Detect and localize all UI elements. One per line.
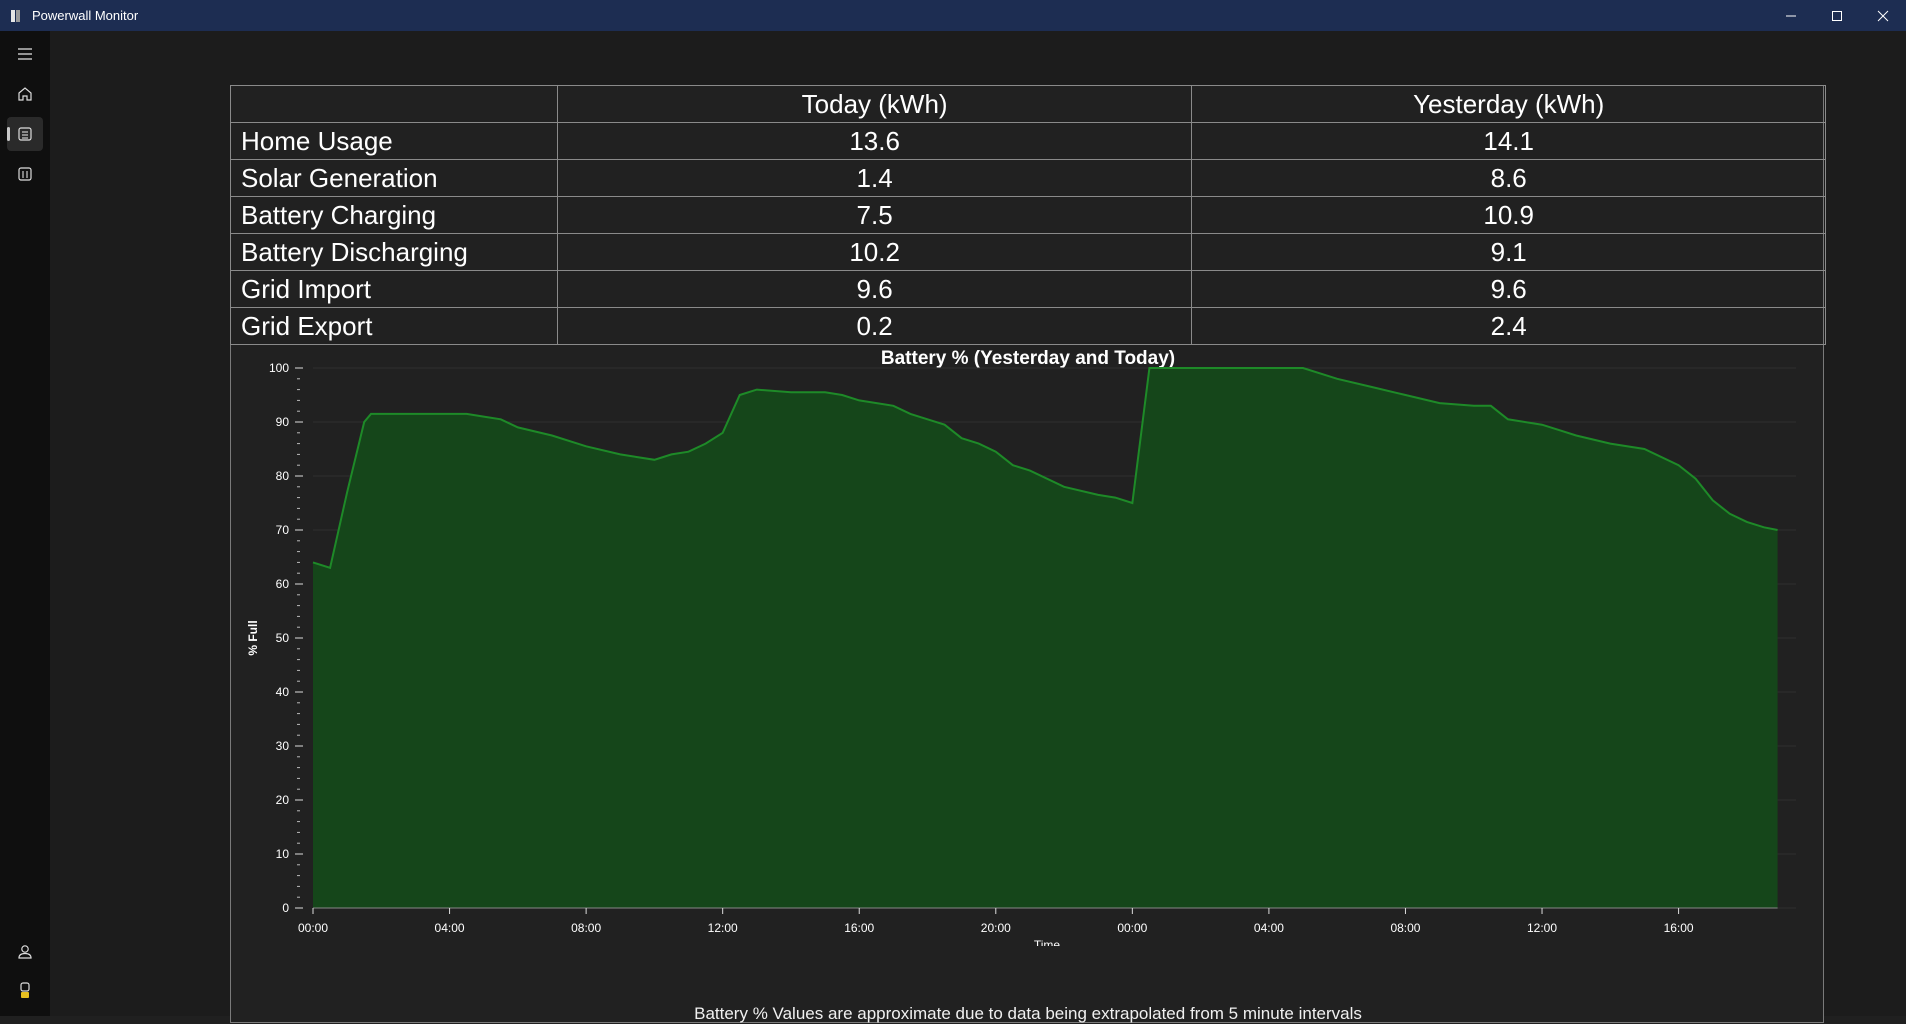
account-icon [18,945,32,959]
table-row: Solar Generation 1.4 8.6 [230,159,1826,197]
yesterday-value: 2.4 [1191,307,1826,345]
minimize-icon [1786,15,1796,16]
summary-icon [18,127,32,141]
column-header-today: Today (kWh) [556,85,1193,123]
yesterday-value: 10.9 [1191,196,1826,234]
battery-chart-container: Battery % (Yesterday and Today) 0 10 20 30 40… [231,346,1825,952]
table-row: Grid Export 0.2 2.4 [230,307,1826,345]
x-tick-label: 04:00 [1254,921,1284,935]
x-tick-label: 00:00 [298,921,328,935]
x-tick-label: 12:00 [1527,921,1557,935]
column-header-yesterday: Yesterday (kWh) [1191,85,1826,123]
yesterday-value: 8.6 [1191,159,1826,197]
y-tick-label: 0 [282,901,289,915]
y-tick-label: 40 [276,685,290,699]
nav-sidebar [0,31,50,1016]
row-label: Grid Export [230,307,558,345]
nav-item-account[interactable] [7,935,43,969]
x-tick-label: 16:00 [844,921,874,935]
calendar-icon [18,167,32,181]
x-tick-label: 16:00 [1664,921,1694,935]
x-tick-label: 04:00 [435,921,465,935]
summary-panel: Today (kWh) Yesterday (kWh) Home Usage 1… [230,85,1826,1023]
x-tick-label: 12:00 [708,921,738,935]
settings-icon [20,982,30,998]
title-bar: Powerwall Monitor [0,0,1906,31]
table-row: Home Usage 13.6 14.1 [230,122,1826,160]
yesterday-value: 14.1 [1191,122,1826,160]
table-header-row: Today (kWh) Yesterday (kWh) [230,85,1826,123]
row-label: Battery Charging [230,196,558,234]
today-value: 10.2 [556,233,1193,271]
row-label: Home Usage [230,122,558,160]
nav-item-calendar[interactable] [7,157,43,191]
column-header-label [230,85,558,123]
y-tick-label: 100 [269,361,289,375]
yesterday-value: 9.6 [1191,270,1826,308]
y-tick-label: 30 [276,739,290,753]
hamburger-menu-icon [18,48,32,60]
window-title: Powerwall Monitor [32,8,139,23]
y-tick-label: 80 [276,469,290,483]
energy-summary-table: Today (kWh) Yesterday (kWh) Home Usage 1… [230,85,1826,345]
y-tick-label: 60 [276,577,290,591]
today-value: 7.5 [556,196,1193,234]
close-icon [1877,10,1889,21]
yesterday-value: 9.1 [1191,233,1826,271]
today-value: 1.4 [556,159,1193,197]
battery-area-fill [313,368,1778,908]
nav-item-summary[interactable] [7,117,43,151]
y-tick-label: 70 [276,523,290,537]
maximize-button[interactable] [1814,0,1860,31]
minimize-button[interactable] [1768,0,1814,31]
table-row: Grid Import 9.6 9.6 [230,270,1826,308]
x-tick-label: 00:00 [1117,921,1147,935]
y-axis-label: % Full [246,620,260,655]
today-value: 9.6 [556,270,1193,308]
today-value: 13.6 [556,122,1193,160]
maximize-icon [1832,10,1842,21]
row-label: Solar Generation [230,159,558,197]
nav-item-home[interactable] [7,77,43,111]
home-icon [18,87,32,101]
row-label: Grid Import [230,270,558,308]
table-row: Battery Charging 7.5 10.9 [230,196,1826,234]
y-tick-label: 20 [276,793,290,807]
selection-indicator [7,127,10,141]
content-area: Today (kWh) Yesterday (kWh) Home Usage 1… [50,31,1906,1023]
nav-item-settings[interactable] [7,973,43,1007]
x-tick-label: 08:00 [1390,921,1420,935]
close-button[interactable] [1860,0,1906,31]
chart-title: Battery % (Yesterday and Today) [881,348,1175,369]
footnote-text: Battery % Values are approximate due to … [694,1004,1362,1023]
x-tick-label: 08:00 [571,921,601,935]
x-tick-label: 20:00 [981,921,1011,935]
app-icon [10,9,24,23]
y-tick-label: 10 [276,847,290,861]
today-value: 0.2 [556,307,1193,345]
y-tick-label: 50 [276,631,290,645]
battery-chart: Battery % (Yesterday and Today) 0 10 20 30 40… [246,348,1796,952]
battery-line [312,367,1778,570]
x-axis-label: Time [1034,938,1061,946]
y-tick-label: 90 [276,415,290,429]
row-label: Battery Discharging [230,233,558,271]
hamburger-menu-button[interactable] [7,37,43,71]
table-row: Battery Discharging 10.2 9.1 [230,233,1826,271]
